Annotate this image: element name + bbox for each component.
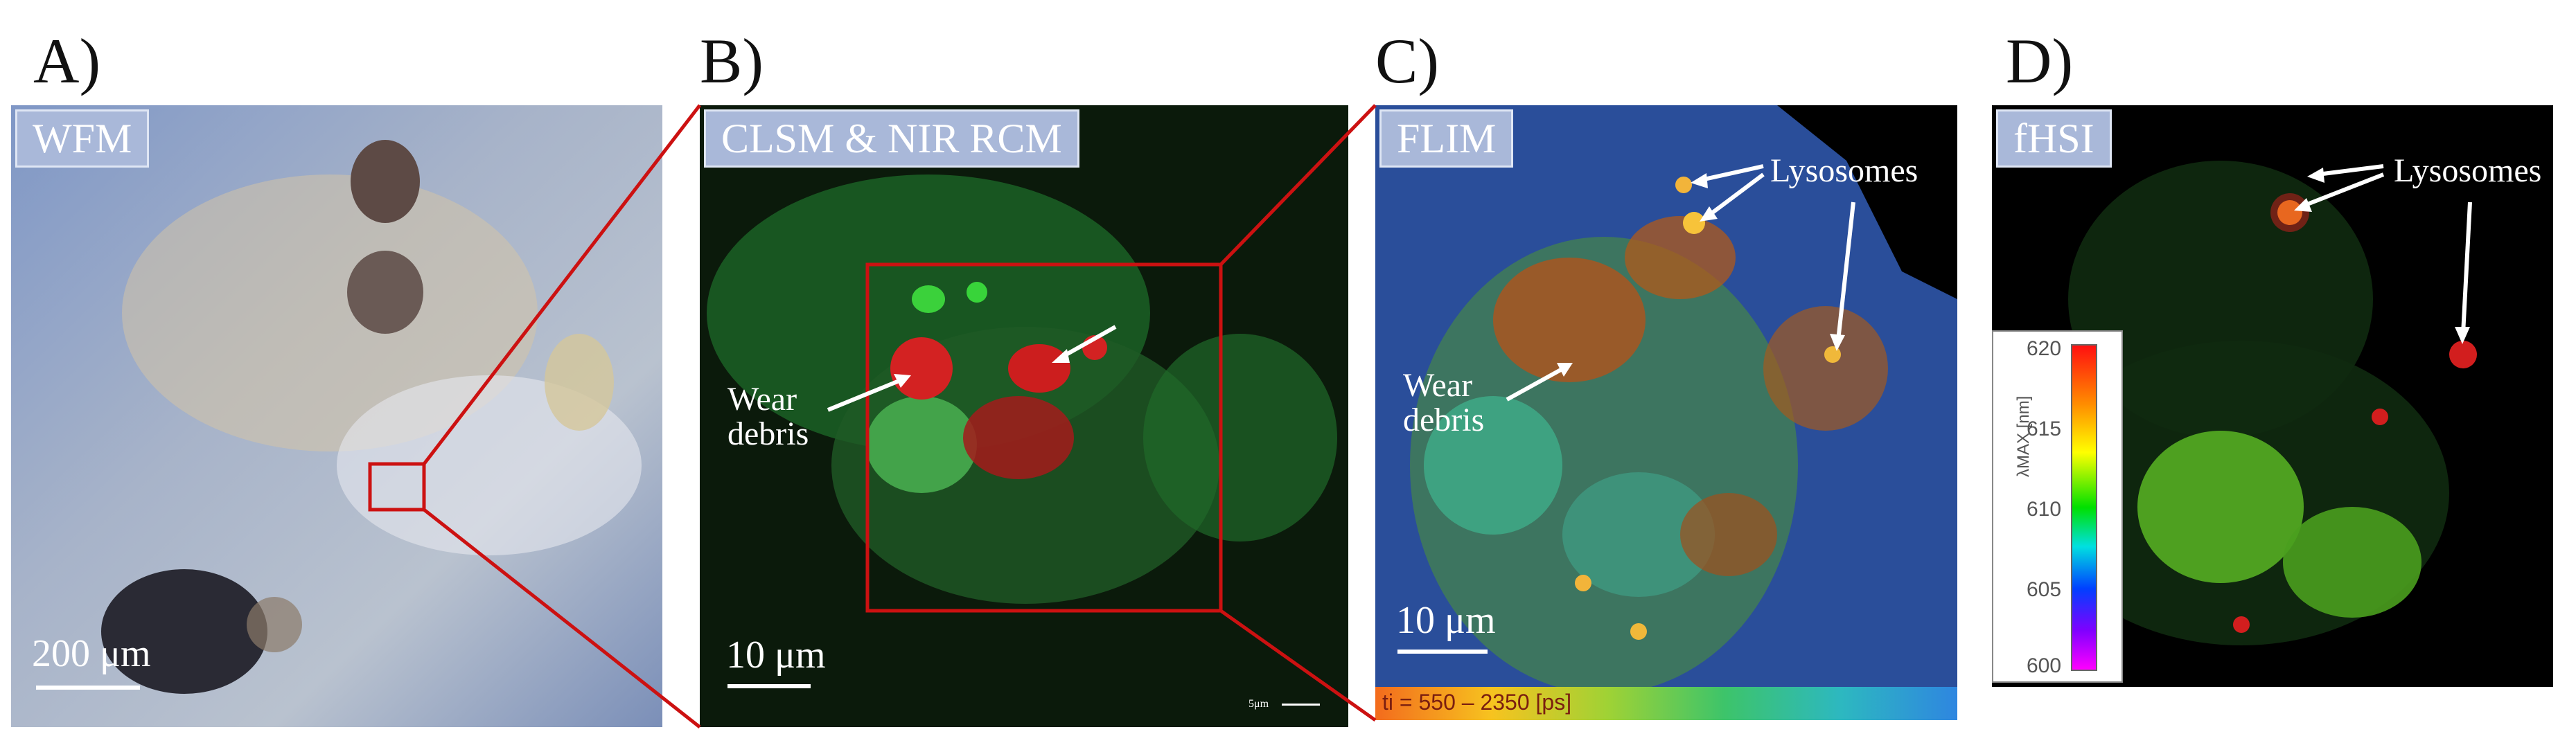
panel-d-colorbar-tick-600: 600 [2027,654,2062,677]
panel-c-flim-image: FLIM Wear debris Lysosomes 10 μm ti = 55… [1375,105,1957,720]
panel-c-colorbar-label: ti = 550 – 2350 [ps] [1382,690,1572,715]
panel-letter-c: C) [1375,26,1439,96]
panel-d-colorbar-tick-615: 615 [2027,418,2062,440]
panel-d-tag: fHSI [1996,109,2112,168]
panel-b-arrows [827,325,1117,412]
panel-d-colorbar-box: λMAX [nm] 620 615 610 605 600 [1992,330,2123,683]
panel-b-scale-bar [727,684,811,688]
panel-b-small-scale-text: 5μm [1249,698,1269,710]
panel-b-small-scale-bar [1282,704,1320,706]
panel-a-wfm-image: WFM 200 μm [11,105,662,727]
panel-b-scale-text: 10 μm [726,634,826,677]
flim-micrograph [1375,105,1957,720]
panel-c-scale-text: 10 μm [1396,599,1496,642]
panel-letter-d: D) [2006,26,2074,96]
panel-c-lysosomes-label: Lysosomes [1770,152,1918,189]
panel-c-scale-bar [1397,650,1488,654]
clsm-micrograph [700,105,1348,727]
panel-a-scale-bar [36,686,140,690]
panel-letter-a: A) [33,26,101,96]
clsm-roi-box [865,262,1223,613]
panel-d-colorbar-tick-605: 605 [2027,578,2062,601]
panel-a-tag: WFM [15,109,150,168]
panel-a-scale-text: 200 μm [32,632,151,675]
panel-b-tag: CLSM & NIR RCM [704,109,1079,168]
panel-b-wear-debris-label: Wear debris [727,381,809,453]
panel-d-fhsi-image: fHSI Lysosomes λMAX [nm] 620 615 610 605… [1992,105,2553,687]
panel-d-colorbar-gradient [2071,344,2097,671]
panel-c-tag: FLIM [1379,109,1514,168]
panel-b-clsm-image: CLSM & NIR RCM Wear debris 10 μm 5μm [700,105,1348,727]
wfm-micrograph [11,105,662,727]
panel-d-colorbar-tick-620: 620 [2027,337,2062,360]
panel-c-colorbar: ti = 550 – 2350 [ps] [1375,687,1957,720]
panel-letter-b: B) [700,26,764,96]
panel-d-arrows [2294,164,2472,344]
panel-d-colorbar-tick-610: 610 [2027,498,2062,521]
panel-c-wear-debris-label: Wear debris [1403,367,1485,439]
panel-d-lysosomes-label: Lysosomes [2394,152,2542,189]
panel-c-arrows [1506,164,1855,402]
wfm-roi-box [368,462,426,512]
